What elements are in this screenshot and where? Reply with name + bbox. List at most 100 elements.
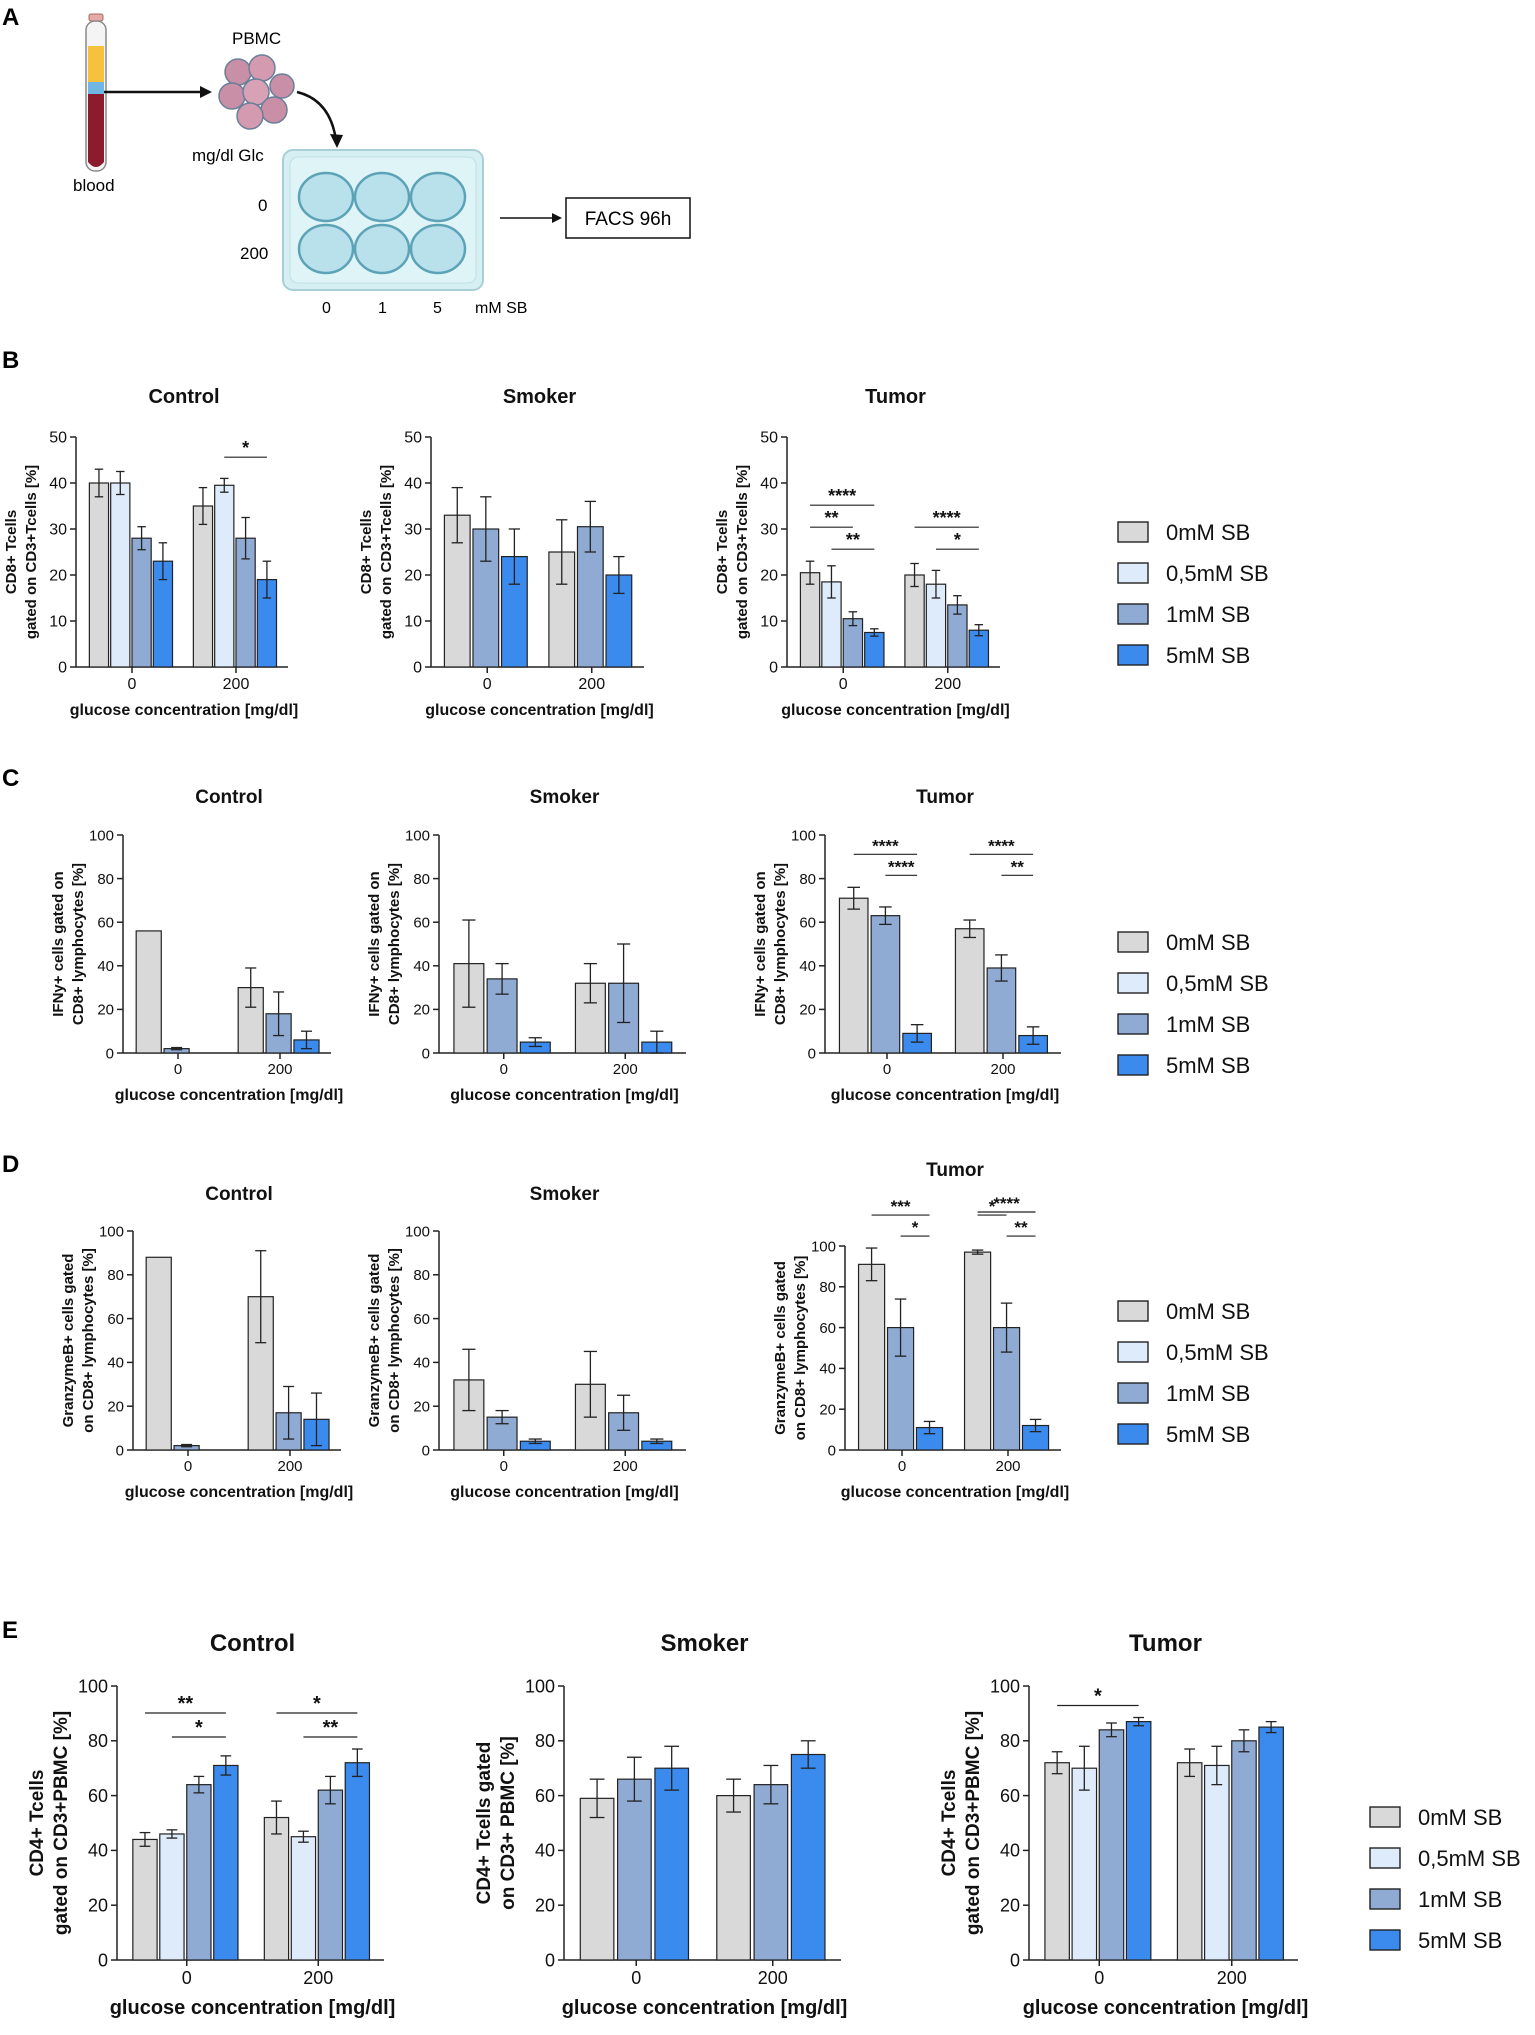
error-bar — [255, 1250, 267, 1344]
y-axis-label: CD8+ lymphocytes [%] — [772, 863, 789, 1025]
x-axis-label: glucose concentration [mg/dl] — [562, 1997, 848, 2019]
y-tick-label: 20 — [88, 1896, 108, 1916]
legend-swatch — [1369, 1888, 1401, 1910]
significance-label: * — [989, 1197, 996, 1216]
error-bar — [1000, 1302, 1013, 1353]
legend-label: 5mM SB — [1166, 643, 1250, 668]
bar — [192, 505, 214, 668]
legend-label: 5mM SB — [1418, 1928, 1502, 1953]
x-tick-label: 0 — [184, 1458, 192, 1475]
y-tick-label: 80 — [107, 1267, 124, 1284]
error-bar — [583, 962, 597, 1004]
significance-label: ** — [846, 530, 860, 550]
y-tick-label: 50 — [760, 430, 778, 447]
col5-label: 5 — [433, 300, 442, 317]
y-axis-label: gated on CD3+PBMC [%] — [963, 1711, 984, 1935]
legend-swatch — [1117, 521, 1149, 543]
chart-title: Smoker — [530, 787, 600, 808]
significance-label: ** — [178, 1693, 194, 1715]
error-bar — [181, 1443, 193, 1448]
legend: 0mM SB 0,5mM SB 1mM SB 5mM SB — [1117, 1299, 1269, 1447]
error-bar — [298, 1830, 309, 1843]
error-bar — [94, 468, 104, 498]
y-tick-label: 20 — [819, 1401, 836, 1418]
significance-marker: ** — [831, 530, 875, 550]
y-tick-label: 20 — [535, 1896, 555, 1916]
error-bar — [910, 1024, 924, 1043]
error-bar — [528, 1037, 542, 1048]
x-tick-label: 200 — [613, 1061, 638, 1078]
chart-e-smoker: Smoker 0 20 40 60 80 100 0 200 glucose concentrat… — [474, 1630, 847, 2019]
significance-label: **** — [828, 486, 856, 506]
x-tick-label: 0 — [483, 676, 492, 693]
blood-tube — [85, 13, 107, 172]
significance-marker: **** — [969, 836, 1034, 855]
row200-label: 200 — [240, 244, 268, 263]
error-bar — [613, 555, 625, 595]
col0-label: 0 — [322, 300, 331, 317]
y-tick-label: 40 — [404, 476, 422, 493]
y-tick-label: 60 — [413, 914, 430, 931]
legend-label: 0mM SB — [1418, 1805, 1502, 1830]
bar — [1258, 1726, 1284, 1961]
error-bar — [137, 526, 146, 551]
chart-c-control: Control 0 20 40 60 80 100 0 200 glucose concentra… — [50, 787, 343, 1104]
y-tick-label: 40 — [107, 1355, 124, 1372]
legend-label: 1mM SB — [1418, 1887, 1502, 1912]
bar — [1044, 1762, 1070, 1961]
significance-label: ** — [1014, 1218, 1028, 1237]
bar — [838, 897, 869, 1054]
panel-letter-c: C — [2, 765, 19, 792]
error-bar — [193, 1775, 205, 1794]
y-axis-label: on CD8+ lymphocytes [%] — [386, 1248, 403, 1433]
y-tick-label: 60 — [1000, 1786, 1020, 1806]
error-bar — [556, 519, 568, 585]
legend-swatch — [1117, 562, 1149, 584]
x-tick-label: 200 — [267, 1061, 292, 1078]
significance-marker: *** — [871, 1197, 930, 1216]
y-tick-label: 40 — [97, 958, 114, 975]
significance-marker: **** — [853, 836, 918, 855]
significance-label: * — [313, 1693, 321, 1715]
legend-swatch — [1117, 931, 1149, 953]
y-axis-label: GranzymeB+ cells gated — [366, 1254, 383, 1428]
y-tick-label: 20 — [404, 568, 422, 585]
y-axis-label: CD8+ lymphocytes [%] — [386, 863, 403, 1025]
chart-title: Tumor — [865, 386, 926, 408]
legend-label: 0,5mM SB — [1166, 561, 1269, 586]
y-tick-label: 20 — [97, 1002, 114, 1019]
y-tick-label: 0 — [58, 660, 67, 677]
bar — [790, 1753, 826, 1961]
y-tick-label: 100 — [405, 827, 430, 844]
y-tick-label: 100 — [99, 1223, 124, 1240]
y-tick-label: 20 — [413, 1398, 430, 1415]
error-bar — [166, 1829, 178, 1839]
chart-title: Tumor — [1129, 1630, 1202, 1657]
bar — [131, 537, 152, 668]
chart-title: Control — [205, 1184, 273, 1205]
x-axis-label: glucose concentration [mg/dl] — [831, 1087, 1059, 1104]
error-bar — [245, 967, 257, 1008]
bar — [214, 484, 235, 668]
legend-swatch — [1117, 1423, 1149, 1445]
pbmc-cells-icon — [218, 54, 295, 130]
error-bar — [1238, 1729, 1250, 1753]
y-tick-label: 40 — [760, 476, 778, 493]
panel-letter-e: E — [2, 1617, 18, 1644]
x-tick-label: 0 — [500, 1061, 508, 1078]
legend: 0mM SB 0,5mM SB 1mM SB 5mM SB — [1117, 520, 1269, 668]
significance-marker: * — [1057, 1686, 1139, 1708]
error-bar — [352, 1748, 363, 1778]
y-axis-label: IFNy+ cells gated on — [366, 871, 383, 1016]
error-bar — [865, 1247, 878, 1282]
y-axis-label: CD4+ Tcells — [27, 1770, 48, 1877]
legend-swatch — [1117, 1341, 1149, 1363]
bar — [857, 1263, 886, 1451]
error-bar — [589, 1778, 605, 1819]
legend-label: 1mM SB — [1166, 1012, 1250, 1037]
legend-swatch — [1117, 644, 1149, 666]
bar — [135, 930, 162, 1054]
x-tick-label: 0 — [174, 1061, 182, 1078]
y-tick-label: 80 — [413, 1267, 430, 1284]
